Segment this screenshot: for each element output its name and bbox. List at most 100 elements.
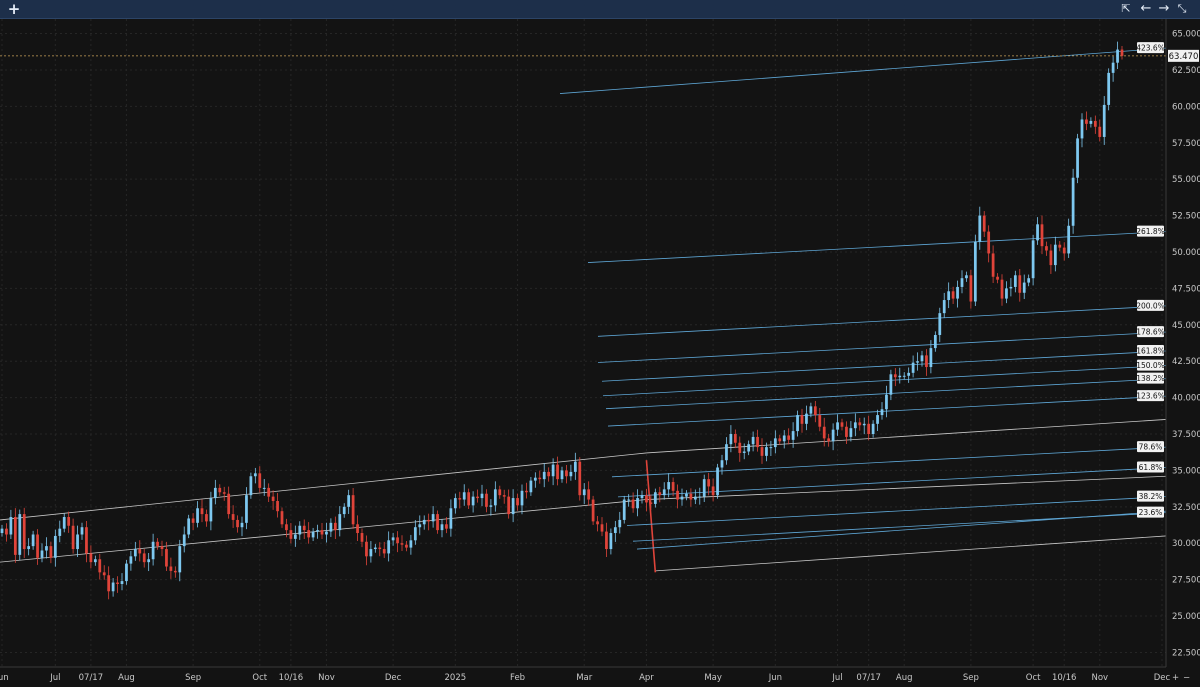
- candle-body: [889, 374, 893, 395]
- candle-body: [1040, 224, 1044, 247]
- fib-label-box: [1137, 372, 1164, 384]
- y-tick-label: 65.000: [1172, 30, 1200, 40]
- y-tick-label: 27.500: [1172, 576, 1200, 586]
- candle-body: [765, 447, 768, 456]
- candle-body: [867, 423, 871, 435]
- candle-body: [400, 543, 404, 545]
- fib-label-box: [1137, 326, 1164, 338]
- candle-body: [5, 528, 8, 535]
- fib-line-161-8pct: [601, 350, 1167, 382]
- x-tick-label: Nov: [318, 673, 335, 683]
- x-tick-label: Jun: [768, 673, 782, 683]
- candle-body: [405, 544, 408, 548]
- candle-body: [209, 498, 213, 522]
- candle-body: [289, 530, 293, 539]
- candle-body: [747, 444, 751, 452]
- candle-body: [707, 479, 711, 487]
- fib-label-text: 423.6%: [1136, 44, 1165, 53]
- candle-body: [1098, 126, 1102, 137]
- candle-body: [31, 534, 35, 547]
- candle-body: [120, 581, 124, 584]
- y-tick-label: 25.000: [1172, 612, 1200, 622]
- candle-body: [76, 534, 79, 550]
- swing-drop-line: [645, 460, 657, 573]
- candlestick-chart[interactable]: 22.500 25.000 27.500 30.000 32.500 35.000 37.5…: [0, 19, 1200, 687]
- x-tick-label: Jul: [49, 673, 60, 683]
- candle-body: [685, 493, 688, 497]
- x-axis: Jun Jul 07/17 Aug Sep Oct 10/16 Nov Dec 2025 Feb Ma…: [0, 666, 1171, 683]
- candle-body: [365, 541, 368, 557]
- forward-arrow-icon[interactable]: →: [1158, 1, 1170, 16]
- candle-body: [742, 451, 746, 453]
- collapse-icon[interactable]: ⤡: [1177, 2, 1187, 15]
- candle-body: [440, 524, 444, 531]
- candle-body: [911, 362, 915, 373]
- zoom-out-icon[interactable]: −: [1183, 673, 1190, 683]
- fib-label-box: [1137, 359, 1164, 371]
- candle-body: [800, 415, 804, 424]
- candle-body: [565, 470, 568, 477]
- y-tick-label: 35.000: [1172, 466, 1200, 476]
- candle-body: [18, 514, 22, 555]
- candle-body: [245, 495, 248, 523]
- candle-body: [702, 479, 706, 497]
- candle-body: [205, 514, 208, 522]
- y-tick-label: 45.000: [1172, 321, 1200, 331]
- candle-body: [329, 522, 333, 532]
- channel-lines: [0, 419, 1167, 573]
- candle-body: [1062, 247, 1066, 254]
- fib-label-text: 178.6%: [1136, 328, 1165, 337]
- candle-body: [453, 498, 457, 509]
- candle-body: [698, 496, 702, 498]
- fib-label-box: [1137, 299, 1164, 311]
- candle-body: [213, 487, 217, 499]
- candle-body: [956, 286, 959, 299]
- candle-body: [156, 541, 159, 547]
- candle-body: [902, 375, 906, 377]
- candle-body: [302, 525, 306, 531]
- add-chart-button[interactable]: +: [7, 0, 21, 18]
- fib-line-200-0pct: [597, 305, 1167, 337]
- x-tick-label: Oct: [1026, 673, 1041, 683]
- candle-body: [853, 422, 857, 429]
- candle-body: [733, 434, 737, 443]
- candle-body: [1089, 120, 1093, 124]
- candle-body: [151, 541, 155, 560]
- candle-body: [618, 519, 622, 528]
- candle-body: [471, 496, 475, 506]
- candle-body: [840, 422, 844, 427]
- candle-body: [1111, 62, 1115, 73]
- candle-body: [142, 553, 146, 563]
- current-price-label: 63.470: [1169, 52, 1199, 62]
- candle-body: [529, 480, 533, 493]
- x-tick-label: Apr: [639, 673, 654, 683]
- candle-body: [13, 517, 17, 555]
- candle-body: [827, 438, 831, 442]
- fib-lines: [0, 47, 1167, 550]
- candle-body: [391, 537, 395, 541]
- fib-line-178-6pct: [597, 331, 1167, 363]
- y-tick-label: 22.500: [1172, 648, 1200, 658]
- candle-body: [485, 493, 488, 507]
- candle-body: [1080, 119, 1084, 139]
- candle-body: [596, 521, 599, 525]
- candle-body: [920, 355, 924, 362]
- x-tick-label: Jul: [831, 673, 842, 683]
- y-tick-label: 40.000: [1172, 394, 1200, 404]
- candle-body: [987, 231, 991, 254]
- candle-body: [627, 499, 631, 501]
- candle-body: [836, 422, 839, 430]
- popout-icon[interactable]: ⇱: [1121, 2, 1131, 15]
- candle-body: [991, 253, 995, 277]
- candle-body: [480, 493, 484, 499]
- candle-body: [676, 490, 679, 500]
- back-arrow-icon[interactable]: ←: [1140, 1, 1152, 16]
- candle-body: [533, 477, 537, 481]
- candle-body: [240, 522, 244, 528]
- fib-label-text: 138.2%: [1136, 374, 1165, 383]
- candle-body: [449, 508, 453, 529]
- candle-body: [231, 514, 235, 520]
- candle-body: [102, 572, 106, 576]
- zoom-in-icon[interactable]: +: [1172, 673, 1179, 683]
- y-tick-label: 32.500: [1172, 503, 1200, 513]
